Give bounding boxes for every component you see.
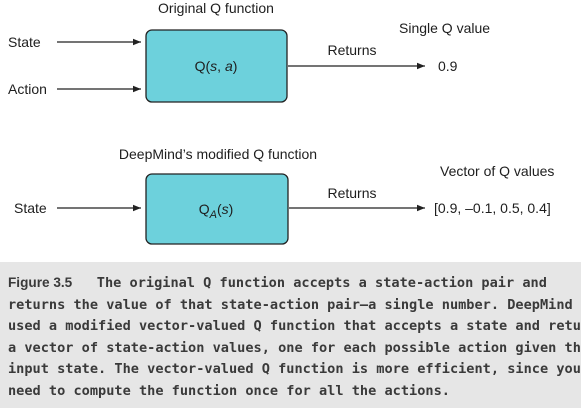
figure-caption: Figure 3.5 The original Q function accep… [0, 262, 581, 408]
original-state-label: State [8, 34, 41, 50]
modified-returns-label: Returns [327, 185, 376, 201]
modified-q-box-label: QA(s) [199, 201, 234, 221]
original-returns-label: Returns [327, 42, 376, 58]
modified-q-box [145, 173, 289, 245]
q-function-diagram: Original Q function State Action Q(s, a)… [8, 0, 554, 245]
caption-line-2: returns the value of that state-action p… [8, 296, 573, 313]
caption-line-4: a vector of state-action values, one for… [8, 339, 581, 356]
caption-line-3: used a modified vector-valued Q function… [8, 318, 581, 334]
modified-state-label: State [14, 200, 47, 216]
vector-q-values-title: Vector of Q values [440, 163, 554, 179]
original-q-title: Original Q function [158, 0, 274, 16]
vector-q-values: [0.9, –0.1, 0.5, 0.4] [434, 200, 551, 216]
modified-q-title: DeepMind’s modified Q function [119, 146, 317, 162]
caption-line-1: Figure 3.5 The original Q function accep… [8, 275, 547, 291]
original-q-box [145, 29, 288, 103]
caption-line-6: need to compute the function once for al… [8, 382, 450, 399]
figure-label: Figure 3.5 [8, 275, 73, 290]
single-q-value: 0.9 [438, 58, 458, 74]
original-action-label: Action [8, 81, 47, 97]
single-q-value-title: Single Q value [399, 20, 490, 36]
caption-line-5: input state. The vector-valued Q functio… [8, 361, 581, 377]
original-q-box-label: Q(s, a) [195, 58, 238, 74]
